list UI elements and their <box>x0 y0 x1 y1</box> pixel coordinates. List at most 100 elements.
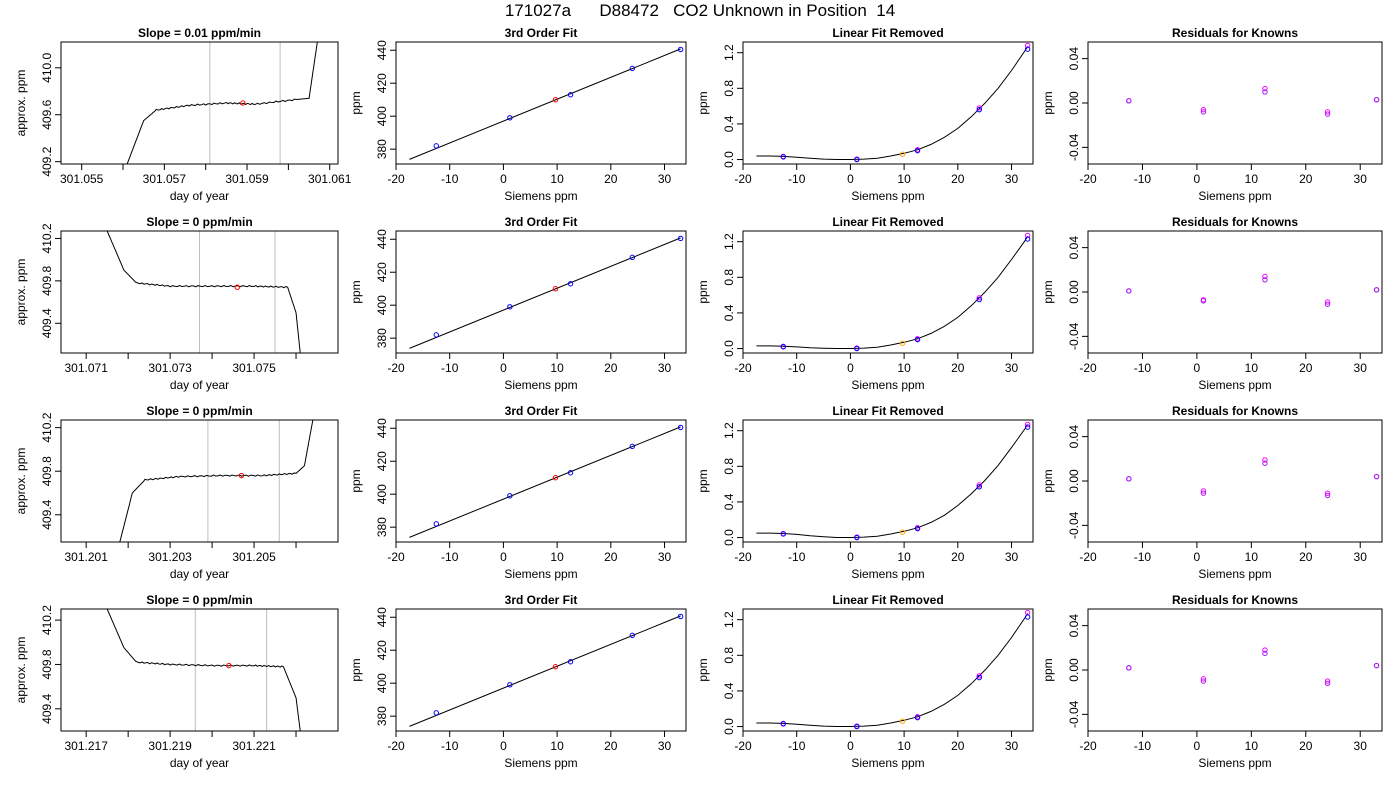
x-tick-label: -10 <box>788 550 806 564</box>
x-tick-label: 10 <box>897 550 911 564</box>
plot-frame <box>395 41 687 165</box>
known-point <box>1126 476 1132 482</box>
known-point <box>433 710 439 716</box>
x-tick-label: 20 <box>604 739 618 753</box>
x-axis-label: day of year <box>170 756 229 770</box>
known-point <box>507 493 513 499</box>
y-tick-label: 0.4 <box>722 682 736 699</box>
x-tick-label: 10 <box>1245 739 1259 753</box>
y-axis-label: ppm <box>696 469 710 492</box>
known-point <box>567 281 574 287</box>
panel-r4-c1: Slope = 0 ppm/min 301.217 301.219 301.221 40… <box>14 593 339 770</box>
y-tick-label: 0.4 <box>722 493 736 510</box>
known-point-alt <box>1200 488 1207 494</box>
y-tick-label: 420 <box>375 262 389 282</box>
unknown-point <box>899 718 906 724</box>
x-axis-label: Siemens ppm <box>1198 189 1271 203</box>
known-point <box>914 336 921 343</box>
x-tick-label: 301.057 <box>143 172 187 186</box>
panel-r3-c2: 3rd Order Fit -20 -10 0 10 20 30 380 400 420 440 Si… <box>349 404 687 581</box>
plot-frame <box>1087 230 1383 354</box>
known-point <box>507 682 513 688</box>
y-axis-label: approx. ppm <box>14 637 28 704</box>
y-tick-label: 420 <box>375 451 389 471</box>
y-tick-label: 1.2 <box>722 611 736 628</box>
plot-area <box>1126 273 1380 307</box>
known-point <box>677 235 684 242</box>
x-tick-label: -10 <box>441 550 459 564</box>
x-tick-label: -20 <box>387 550 405 564</box>
known-point <box>1373 287 1380 293</box>
x-tick-label: -20 <box>1079 739 1097 753</box>
x-tick-label: 301.059 <box>225 172 269 186</box>
x-tick-label: 10 <box>550 550 564 564</box>
x-axis-label: day of year <box>170 189 229 203</box>
x-tick-label: -10 <box>1134 739 1152 753</box>
known-point <box>433 332 439 338</box>
known-point <box>1024 236 1031 242</box>
plot-frame <box>60 608 339 732</box>
x-axis-label: Siemens ppm <box>504 756 577 770</box>
y-tick-label: -0.04 <box>1067 133 1081 161</box>
plot-area <box>756 232 1031 352</box>
unknown-point <box>552 664 559 670</box>
y-tick-label: 380 <box>375 139 389 159</box>
x-tick-label: 301.221 <box>232 739 276 753</box>
known-point <box>1126 288 1132 294</box>
panel-title: Residuals for Knowns <box>1172 404 1298 418</box>
known-point <box>1126 98 1132 104</box>
y-tick-label: 0.8 <box>722 269 736 286</box>
known-point-alt <box>1024 42 1031 49</box>
known-point <box>567 470 574 476</box>
known-point <box>629 254 635 261</box>
panel-r1-c2: 3rd Order Fit -20 -10 0 10 20 30 380 400 420 440 Si… <box>349 26 687 203</box>
panel-title: 3rd Order Fit <box>505 26 578 40</box>
known-point <box>1262 650 1268 657</box>
plot-area <box>409 46 684 160</box>
known-point <box>1373 96 1380 103</box>
y-tick-label: 0.04 <box>1067 47 1081 71</box>
x-tick-label: 20 <box>951 739 965 753</box>
x-tick-label: 301.203 <box>148 550 192 564</box>
known-point <box>1262 89 1268 95</box>
known-point <box>914 147 921 154</box>
y-tick-label: 1.2 <box>722 233 736 250</box>
known-point-alt <box>1024 232 1031 239</box>
x-tick-label: 301.201 <box>64 550 108 564</box>
panel-title: 3rd Order Fit <box>505 215 578 229</box>
fit-curve <box>756 613 1029 727</box>
panel-title: Slope = 0 ppm/min <box>146 404 252 418</box>
x-tick-label: 30 <box>658 172 672 186</box>
known-point <box>677 46 684 53</box>
panel-title: Linear Fit Removed <box>832 215 943 229</box>
panel-title: Linear Fit Removed <box>832 404 943 418</box>
plot-area <box>756 42 1031 163</box>
x-tick-label: -20 <box>387 739 405 753</box>
panel-r4-c4: Residuals for Knowns -20 -10 0 10 20 30 -0.04 0.… <box>1041 593 1383 770</box>
fit-curve <box>756 46 1029 160</box>
mean-point <box>238 472 245 479</box>
x-tick-label: -20 <box>734 361 752 375</box>
y-tick-label: 410.2 <box>40 223 54 253</box>
known-point <box>1373 662 1380 669</box>
plot-frame <box>60 419 339 543</box>
y-tick-label: 0.04 <box>1067 236 1081 260</box>
panel-title: Slope = 0 ppm/min <box>146 215 252 229</box>
y-tick-label: 420 <box>375 640 389 660</box>
x-tick-label: -10 <box>788 739 806 753</box>
known-point <box>567 659 574 665</box>
fit-curve <box>756 424 1029 538</box>
y-tick-label: 0.00 <box>1067 91 1081 115</box>
y-tick-label: 440 <box>375 40 389 60</box>
y-tick-label: 0.0 <box>722 151 736 168</box>
known-point <box>1024 424 1031 430</box>
y-tick-label: 400 <box>375 673 389 693</box>
known-point <box>780 154 786 160</box>
x-tick-label: 30 <box>658 739 672 753</box>
x-tick-label: 10 <box>550 361 564 375</box>
plot-area <box>756 609 1031 730</box>
known-point <box>433 521 439 527</box>
x-tick-label: 30 <box>1354 361 1368 375</box>
y-tick-label: 410.2 <box>40 412 54 442</box>
x-tick-label: 30 <box>1005 550 1019 564</box>
